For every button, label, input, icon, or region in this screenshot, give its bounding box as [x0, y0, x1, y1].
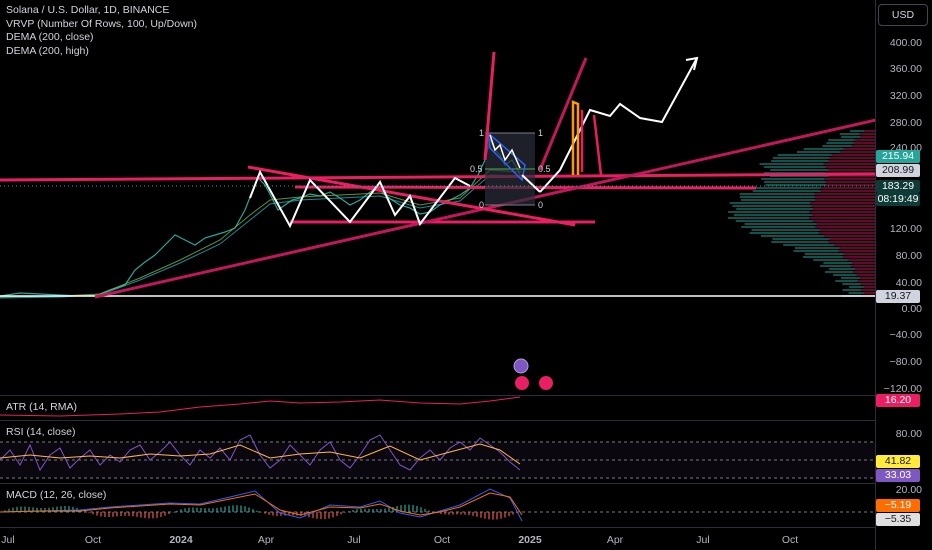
currency-button[interactable]: USD [878, 4, 928, 26]
dema-close-line [0, 170, 522, 297]
atr-pane[interactable] [0, 395, 876, 420]
rsi-value-tag-2: 33.03 [876, 469, 920, 482]
axis-tick: 40.00 [896, 277, 922, 289]
time-tick: Oct [782, 534, 798, 546]
rsi-label[interactable]: RSI (14, close) [6, 426, 75, 438]
time-tick: Jul [1, 534, 14, 546]
indicator-dema-high[interactable]: DEMA (200, high) [6, 45, 197, 59]
time-tick: Oct [434, 534, 450, 546]
event-marker-us-2 [539, 376, 553, 390]
time-tick: Jul [696, 534, 709, 546]
price-tag-support: 19.37 [876, 290, 920, 303]
rsi-value-tag-1: 41.82 [876, 455, 920, 468]
price-tag-high: 215.94 [876, 150, 920, 163]
axis-tick: 280.00 [890, 117, 922, 129]
indicator-dema-close[interactable]: DEMA (200, close) [6, 31, 197, 45]
axis-tick: 360.00 [890, 63, 922, 75]
event-marker-us-1 [515, 376, 529, 390]
pane-separator[interactable] [0, 527, 876, 528]
fib-label: 0 [479, 200, 484, 210]
volume-profile [728, 130, 876, 297]
time-tick: 2025 [518, 534, 541, 546]
axis-tick: 80.00 [896, 250, 922, 262]
rsi-pane[interactable] [0, 420, 876, 483]
resistance-line [0, 174, 876, 180]
price-tag-dema: 208.99 [876, 164, 920, 177]
event-marker-purple [514, 359, 528, 373]
fib-label: 1 [538, 128, 543, 138]
axis-tick: 120.00 [890, 223, 922, 235]
axis-tick: 0.00 [902, 303, 922, 315]
macd-value-tag-1: −5.19 [876, 499, 920, 512]
atr-value-tag: 16.20 [876, 394, 920, 407]
time-tick: Apr [607, 534, 623, 546]
countdown-tag: 08:19:49 [876, 193, 920, 206]
macd-label[interactable]: MACD (12, 26, close) [6, 489, 106, 501]
axis-tick: −40.00 [890, 329, 922, 341]
chart-legend: Solana / U.S. Dollar, 1D, BINANCE VRVP (… [6, 4, 197, 58]
macd-axis-tick: 20.00 [896, 484, 922, 496]
atr-label[interactable]: ATR (14, RMA) [6, 401, 77, 413]
axis-tick: −80.00 [890, 356, 922, 368]
macd-pane[interactable] [0, 483, 876, 527]
macd-value-tag-2: −5.35 [876, 513, 920, 526]
indicator-vrvp[interactable]: VRVP (Number Of Rows, 100, Up/Down) [6, 18, 197, 32]
time-tick: Jul [347, 534, 360, 546]
time-tick: Apr [258, 534, 274, 546]
fib-label: 1 [479, 128, 484, 138]
fib-label: 0.5 [470, 164, 483, 174]
time-tick: 2024 [169, 534, 192, 546]
projection-path [540, 58, 697, 192]
axis-tick: 320.00 [890, 90, 922, 102]
time-tick: Oct [85, 534, 101, 546]
axis-tick: 400.00 [890, 37, 922, 49]
price-tag-last: 183.29 [876, 180, 920, 193]
symbol-title[interactable]: Solana / U.S. Dollar, 1D, BINANCE [6, 4, 197, 18]
fib-label: 0 [538, 200, 543, 210]
rsi-axis-tick: 80.00 [896, 428, 922, 440]
fib-label: 0.5 [538, 164, 551, 174]
marker-pink-2 [594, 115, 601, 175]
